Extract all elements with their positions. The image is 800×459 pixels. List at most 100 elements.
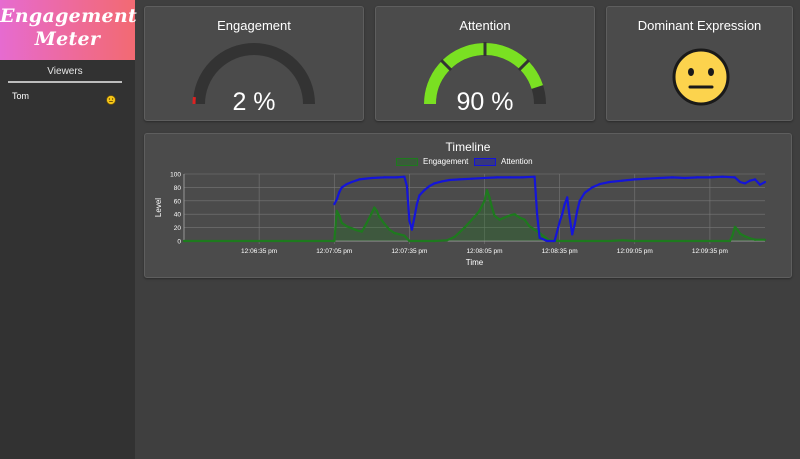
attention-point bbox=[333, 203, 336, 206]
attention-point bbox=[571, 233, 574, 236]
engagement-point bbox=[731, 234, 734, 237]
engagement-point bbox=[490, 206, 494, 209]
attention-point bbox=[671, 176, 674, 179]
engagement-gauge bbox=[192, 43, 315, 105]
expression-card: Dominant Expression bbox=[606, 6, 793, 121]
engagement-point bbox=[738, 232, 742, 235]
attention-point bbox=[428, 185, 431, 188]
engagement-point bbox=[355, 229, 358, 232]
attention-point bbox=[358, 178, 361, 181]
attention-point bbox=[738, 180, 742, 184]
engagement-card: Engagement 2 % bbox=[144, 6, 364, 121]
attention-point bbox=[458, 178, 461, 181]
attention-point bbox=[696, 176, 699, 179]
attention-point bbox=[405, 185, 408, 188]
engagement-point bbox=[463, 226, 466, 229]
x-tick-label: 12:09:35 pm bbox=[692, 248, 728, 255]
attention-point bbox=[483, 176, 486, 180]
viewer-name: Tom bbox=[12, 91, 30, 101]
app-logo[interactable]: Engagement Meter bbox=[0, 0, 137, 60]
attention-point bbox=[433, 182, 436, 185]
x-tick-label: 12:08:05 pm bbox=[466, 248, 502, 255]
attention-point bbox=[763, 180, 767, 184]
attention-point bbox=[338, 191, 341, 194]
chart-legend: Engagement Attention bbox=[145, 157, 791, 169]
attention-point bbox=[646, 177, 649, 180]
engagement-point bbox=[488, 196, 491, 199]
legend-label-engagement: Engagement bbox=[423, 157, 469, 166]
attention-point bbox=[370, 176, 373, 180]
attention-point bbox=[495, 176, 499, 179]
engagement-point bbox=[633, 239, 636, 243]
attention-point bbox=[521, 176, 524, 179]
x-tick-label: 12:06:35 pm bbox=[241, 248, 277, 255]
engagement-point bbox=[748, 237, 752, 240]
legend-label-attention: Attention bbox=[501, 157, 533, 166]
attention-point bbox=[748, 179, 752, 182]
engagement-point bbox=[408, 239, 411, 243]
engagement-point bbox=[736, 228, 739, 231]
engagement-point bbox=[375, 209, 378, 212]
engagement-point bbox=[403, 234, 406, 237]
y-tick-label: 80 bbox=[174, 185, 182, 192]
engagement-point bbox=[533, 228, 536, 231]
engagement-point bbox=[433, 239, 436, 243]
engagement-point bbox=[558, 239, 561, 243]
engagement-point bbox=[528, 225, 531, 228]
engagement-point bbox=[393, 231, 396, 235]
engagement-gauge-track bbox=[193, 43, 315, 105]
engagement-point bbox=[498, 218, 501, 221]
attention-point bbox=[733, 176, 737, 179]
attention-gauge bbox=[424, 42, 546, 105]
engagement-point bbox=[340, 221, 343, 224]
attention-point bbox=[683, 176, 687, 180]
attention-point bbox=[758, 183, 762, 186]
engagement-point bbox=[373, 206, 376, 209]
engagement-point bbox=[283, 239, 286, 243]
y-tick-label: 0 bbox=[177, 239, 181, 246]
engagement-point bbox=[513, 213, 516, 216]
attention-point bbox=[395, 176, 398, 179]
attention-value: 90 % bbox=[456, 88, 514, 116]
engagement-point bbox=[485, 189, 489, 192]
attention-point bbox=[533, 175, 536, 178]
legend-swatch-attention bbox=[474, 158, 496, 166]
attention-series-line bbox=[333, 175, 766, 243]
x-tick-label: 12:07:35 pm bbox=[391, 248, 427, 255]
engagement-point bbox=[360, 230, 363, 233]
attention-point bbox=[508, 176, 511, 179]
engagement-point bbox=[493, 214, 496, 217]
attention-point bbox=[598, 183, 601, 186]
attention-point bbox=[448, 178, 451, 182]
viewer-list-item[interactable]: Tom bbox=[12, 91, 116, 105]
attention-point bbox=[470, 177, 474, 180]
attention-gauge-ticks bbox=[440, 42, 530, 72]
attention-point bbox=[576, 209, 579, 212]
engagement-point bbox=[523, 218, 526, 221]
engagement-point bbox=[388, 228, 391, 231]
x-tick-label: 12:07:05 pm bbox=[316, 248, 352, 255]
engagement-point bbox=[458, 231, 461, 234]
y-axis-title: Level bbox=[154, 198, 163, 217]
engagement-title: Engagement bbox=[217, 18, 291, 33]
attention-point bbox=[335, 198, 338, 201]
engagement-point bbox=[478, 209, 481, 212]
attention-point bbox=[408, 219, 411, 222]
engagement-point bbox=[335, 209, 338, 212]
engagement-point bbox=[753, 238, 757, 241]
engagement-point bbox=[508, 214, 511, 217]
engagement-point bbox=[383, 222, 386, 225]
attention-point bbox=[591, 186, 594, 189]
engagement-point bbox=[365, 221, 368, 224]
engagement-area bbox=[184, 190, 765, 241]
x-tick-label: 12:09:05 pm bbox=[617, 248, 653, 255]
attention-point bbox=[608, 180, 611, 184]
engagement-value: 2 % bbox=[232, 88, 276, 116]
attention-point bbox=[621, 179, 624, 182]
engagement-point bbox=[708, 239, 712, 243]
timeline-chart: 0 20 40 60 80 100 12:06:35 pm 12:07:05 pm 12:07:… bbox=[154, 172, 767, 267]
engagement-point bbox=[608, 239, 611, 243]
attention-point bbox=[350, 180, 353, 184]
attention-point bbox=[753, 178, 757, 181]
neutral-face-icon bbox=[106, 92, 116, 110]
